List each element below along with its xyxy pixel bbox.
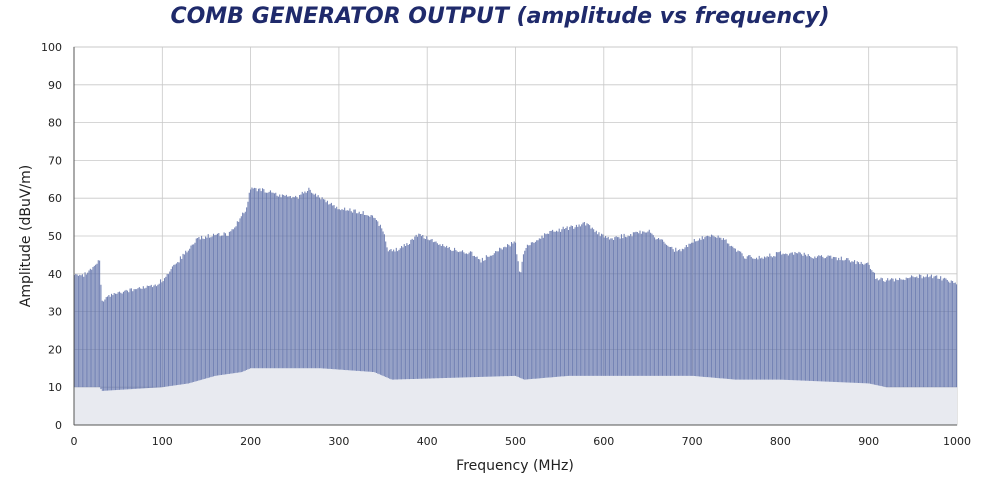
y-tick-label-30: 30 <box>48 306 62 319</box>
x-tick-label-900: 900 <box>858 435 879 448</box>
y-tick-label-90: 90 <box>48 79 62 92</box>
y-tick-label-20: 20 <box>48 343 62 356</box>
noise-floor-area <box>74 368 957 425</box>
y-tick-label-10: 10 <box>48 381 62 394</box>
y-tick-label-40: 40 <box>48 268 62 281</box>
x-axis-label: Frequency (MHz) <box>456 458 574 474</box>
x-tick-label-200: 200 <box>240 435 261 448</box>
y-axis-label: Amplitude (dBuV/m) <box>18 165 34 307</box>
chart-title: COMB GENERATOR OUTPUT (amplitude vs freq… <box>170 4 830 29</box>
x-tick-label-100: 100 <box>152 435 173 448</box>
x-tick-label-0: 0 <box>71 435 78 448</box>
y-tick-label-70: 70 <box>48 154 62 167</box>
signal-bars-layer <box>73 187 958 391</box>
x-tick-label-700: 700 <box>682 435 703 448</box>
y-tick-label-80: 80 <box>48 117 62 130</box>
y-tick-label-50: 50 <box>48 230 62 243</box>
x-tick-label-600: 600 <box>593 435 614 448</box>
y-tick-label-0: 0 <box>55 419 62 432</box>
noise-floor-layer <box>74 368 957 425</box>
x-tick-label-500: 500 <box>505 435 526 448</box>
y-tick-label-60: 60 <box>48 192 62 205</box>
x-tick-label-1000: 1000 <box>943 435 971 448</box>
x-tick-label-800: 800 <box>770 435 791 448</box>
y-tick-label-100: 100 <box>41 41 62 54</box>
x-tick-label-300: 300 <box>328 435 349 448</box>
x-tick-label-400: 400 <box>417 435 438 448</box>
